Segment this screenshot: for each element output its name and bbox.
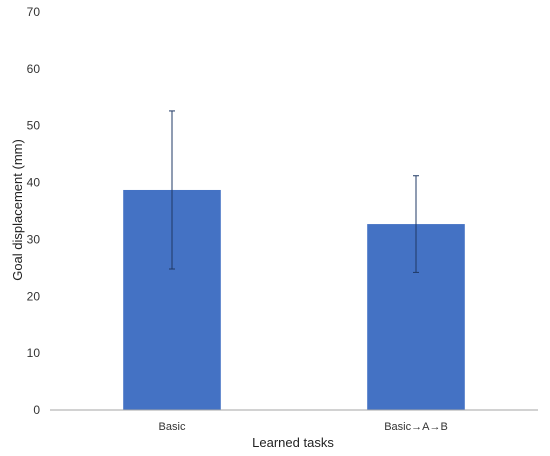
error-bar-1 bbox=[413, 175, 419, 273]
bars-group bbox=[123, 189, 465, 410]
x-category-label: Basic bbox=[159, 421, 186, 433]
y-tick-label: 70 bbox=[27, 5, 41, 19]
error-bars-group bbox=[169, 110, 419, 273]
y-tick-label: 60 bbox=[27, 62, 41, 76]
y-axis-title: Goal displacement (mm) bbox=[10, 139, 25, 281]
y-tick-label: 50 bbox=[27, 119, 41, 133]
y-tick-label: 0 bbox=[33, 403, 40, 417]
x-axis-title: Learned tasks bbox=[252, 435, 334, 450]
y-tick-label: 10 bbox=[27, 346, 41, 360]
x-axis-categories: Basic Basic→A→B bbox=[159, 421, 448, 433]
x-category-label: Basic→A→B bbox=[384, 421, 448, 433]
y-tick-label: 40 bbox=[27, 176, 41, 190]
y-tick-label: 20 bbox=[27, 289, 41, 303]
y-axis-ticks: 0 10 20 30 40 50 60 70 bbox=[27, 5, 41, 417]
error-bar-0 bbox=[169, 110, 175, 270]
y-tick-label: 30 bbox=[27, 232, 41, 246]
